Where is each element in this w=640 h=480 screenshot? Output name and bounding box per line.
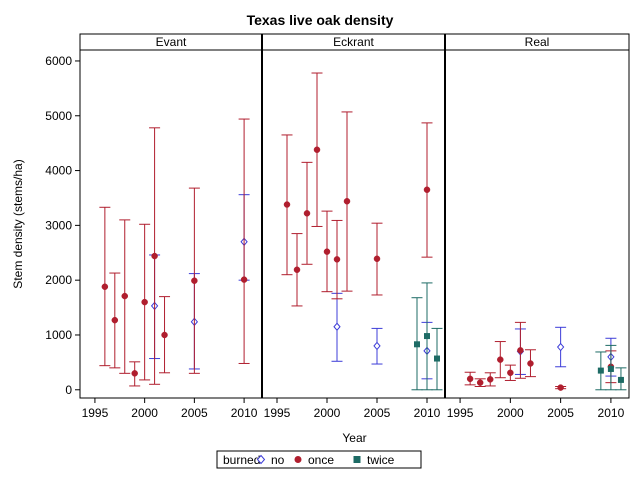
data-point-once: [101, 283, 109, 290]
data-point-once: [343, 198, 351, 205]
data-point-once: [333, 256, 341, 263]
data-point-once: [191, 277, 198, 284]
data-point-once: [323, 248, 331, 255]
data-point-no: [373, 341, 381, 351]
panel-label-evant: Evant: [156, 35, 187, 49]
data-point-once: [507, 369, 514, 377]
data-point-once: [121, 292, 129, 300]
x-tick-label: 1995: [447, 406, 474, 420]
data-point-twice: [434, 355, 440, 362]
legend-marker-twice: [353, 456, 361, 463]
data-point-once: [303, 210, 311, 217]
x-tick-label: 1995: [264, 406, 291, 420]
x-tick-label: 2000: [497, 406, 524, 420]
data-point-no: [333, 322, 341, 332]
y-tick-label: 4000: [45, 164, 72, 178]
panel-label-real: Real: [525, 35, 550, 49]
y-tick-label: 5000: [45, 109, 72, 123]
legend-title: burned: [223, 453, 260, 467]
legend-label-twice: twice: [367, 453, 395, 467]
data-point-twice: [597, 367, 604, 374]
data-point-once: [240, 276, 248, 283]
x-axis-label: Year: [342, 431, 366, 445]
data-point-once: [423, 186, 431, 193]
x-tick-label: 2005: [364, 406, 391, 420]
y-tick-label: 0: [65, 383, 72, 397]
data-point-twice: [617, 376, 624, 383]
y-tick-label: 3000: [45, 218, 72, 232]
data-point-once: [141, 298, 148, 306]
legend-box: [216, 450, 422, 469]
data-point-once: [111, 316, 119, 324]
legend-label-once: once: [308, 453, 334, 467]
x-tick-label: 2010: [598, 406, 625, 420]
x-tick-label: 2005: [181, 406, 208, 420]
x-tick-label: 2000: [131, 406, 158, 420]
legend-marker-once: [294, 456, 302, 463]
panel-label-eckrant: Eckrant: [333, 35, 374, 49]
data-point-once: [476, 379, 484, 386]
data-point-once: [466, 375, 474, 383]
y-tick-label: 1000: [45, 328, 72, 342]
x-tick-label: 2010: [231, 406, 258, 420]
data-point-once: [486, 376, 494, 383]
plot-frame: [79, 33, 630, 399]
data-point-once: [527, 360, 534, 367]
legend-marker-no: [256, 454, 266, 465]
data-point-once: [151, 252, 158, 260]
data-point-twice: [607, 365, 614, 372]
legend-label-no: no: [271, 453, 285, 467]
data-point-once: [161, 331, 168, 339]
y-tick-label: 2000: [45, 273, 72, 287]
data-point-no: [556, 342, 565, 352]
data-point-once: [497, 356, 504, 363]
chart-title: Texas live oak density: [246, 12, 394, 28]
x-tick-label: 2000: [314, 406, 341, 420]
y-tick-label: 6000: [45, 54, 72, 68]
data-point-once: [283, 201, 291, 208]
data-point-once: [517, 347, 524, 354]
data-point-once: [373, 255, 381, 263]
x-tick-label: 2005: [547, 406, 574, 420]
y-axis-label: Stem density (stems/ha): [11, 159, 25, 288]
data-point-once: [557, 384, 564, 391]
data-point-once: [131, 370, 138, 377]
data-point-once: [293, 266, 301, 274]
x-tick-label: 2010: [414, 406, 441, 420]
x-tick-label: 1995: [82, 406, 109, 420]
data-point-once: [313, 146, 321, 153]
data-point-twice: [414, 341, 420, 348]
data-point-twice: [424, 333, 430, 340]
